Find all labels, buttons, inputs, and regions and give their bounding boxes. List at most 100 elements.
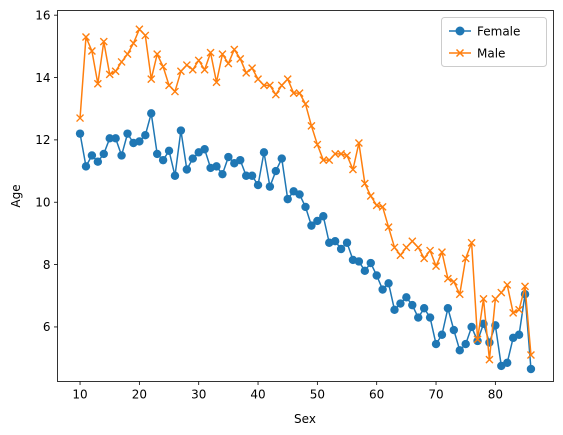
data-point-male [147, 75, 156, 84]
y-tick-label: 16 [35, 8, 50, 22]
x-tick-label: 30 [191, 388, 206, 402]
y-axis-label: Age [9, 184, 23, 207]
data-point-male [366, 192, 375, 200]
data-point-female [117, 151, 126, 160]
data-point-female [396, 299, 405, 308]
data-point-female [152, 149, 162, 159]
data-point-male [99, 37, 108, 46]
data-point-male [521, 282, 530, 291]
data-point-male [503, 280, 512, 289]
data-point-male [378, 202, 387, 211]
x-tick-label: 70 [428, 388, 443, 402]
data-point-male [372, 201, 381, 210]
data-point-male [224, 59, 233, 68]
data-point-female [75, 129, 85, 138]
data-point-male [295, 89, 304, 98]
data-point-male [437, 248, 446, 257]
data-point-female [147, 109, 156, 118]
data-point-male [479, 294, 488, 303]
data-point-female [455, 346, 464, 355]
data-point-male [414, 243, 423, 252]
data-point-female [402, 293, 411, 302]
data-point-male [170, 87, 179, 96]
data-point-female [425, 313, 435, 322]
data-point-female [313, 216, 322, 226]
x-tick-label: 60 [369, 388, 384, 402]
data-point-female [473, 336, 482, 346]
data-point-female [182, 165, 192, 174]
y-tick-label: 12 [35, 133, 50, 147]
data-point-male [485, 355, 494, 364]
y-tick-label: 10 [35, 196, 50, 210]
x-tick-label: 20 [132, 388, 147, 402]
data-point-female [247, 171, 257, 180]
data-point-female [212, 162, 221, 171]
data-point-male [206, 48, 215, 57]
x-tick-label: 80 [488, 388, 503, 402]
data-point-female [99, 149, 108, 159]
data-point-male [301, 100, 310, 109]
data-point-male [230, 45, 239, 54]
data-point-male [236, 54, 245, 63]
data-point-male [337, 149, 346, 158]
x-axis-ticks: 10 20 30 40 50 60 70 80 [72, 381, 503, 402]
data-point-male [242, 68, 251, 77]
y-axis-ticks: 6 8 10 12 14 16 [35, 8, 58, 334]
data-point-female [526, 364, 536, 374]
data-point-female [461, 339, 470, 349]
data-point-male [384, 223, 393, 232]
data-point-female [111, 134, 120, 143]
data-point-female [259, 148, 269, 157]
x-tick-label: 10 [72, 388, 87, 402]
data-point-male [354, 139, 363, 147]
legend-label-female: Female [477, 25, 520, 39]
data-point-male [271, 90, 280, 99]
data-point-male [176, 67, 185, 76]
data-point-male [111, 67, 120, 76]
data-point-male [307, 121, 316, 130]
data-point-female [236, 155, 245, 165]
data-point-male [491, 294, 500, 303]
data-point-female [514, 330, 524, 339]
data-point-female [366, 258, 375, 268]
data-point-female [271, 166, 281, 176]
data-point-male [141, 31, 150, 40]
data-point-female [158, 155, 168, 165]
data-point-male [313, 140, 322, 149]
data-point-male [87, 47, 96, 56]
data-point-male [325, 156, 334, 165]
data-point-male [432, 262, 441, 271]
data-point-female [200, 145, 209, 154]
data-point-male [248, 64, 257, 73]
data-point-male [473, 335, 482, 344]
data-point-male [200, 65, 209, 74]
data-point-male [259, 81, 268, 90]
data-point-female [301, 202, 310, 212]
data-point-male [515, 305, 524, 314]
data-point-female [123, 129, 132, 138]
data-point-female [176, 126, 186, 135]
data-point-female [414, 313, 423, 322]
plot-area-frame [57, 10, 554, 382]
data-point-male [123, 50, 132, 59]
data-point-male [254, 75, 263, 84]
data-point-male [277, 81, 286, 90]
data-point-female [372, 271, 381, 280]
data-point-female [283, 194, 292, 204]
data-point-female [241, 171, 251, 180]
data-point-female [431, 339, 441, 349]
data-point-male [165, 81, 174, 90]
series-layer [75, 25, 536, 374]
data-point-male [390, 243, 399, 252]
data-point-female [390, 305, 399, 314]
data-point-female [419, 304, 429, 313]
data-point-female [360, 266, 370, 276]
data-point-female [354, 257, 364, 266]
x-tick-label: 40 [250, 388, 265, 402]
data-point-female [141, 131, 150, 140]
data-point-female [81, 162, 91, 171]
data-point-male [449, 277, 458, 286]
data-point-female [342, 238, 352, 247]
